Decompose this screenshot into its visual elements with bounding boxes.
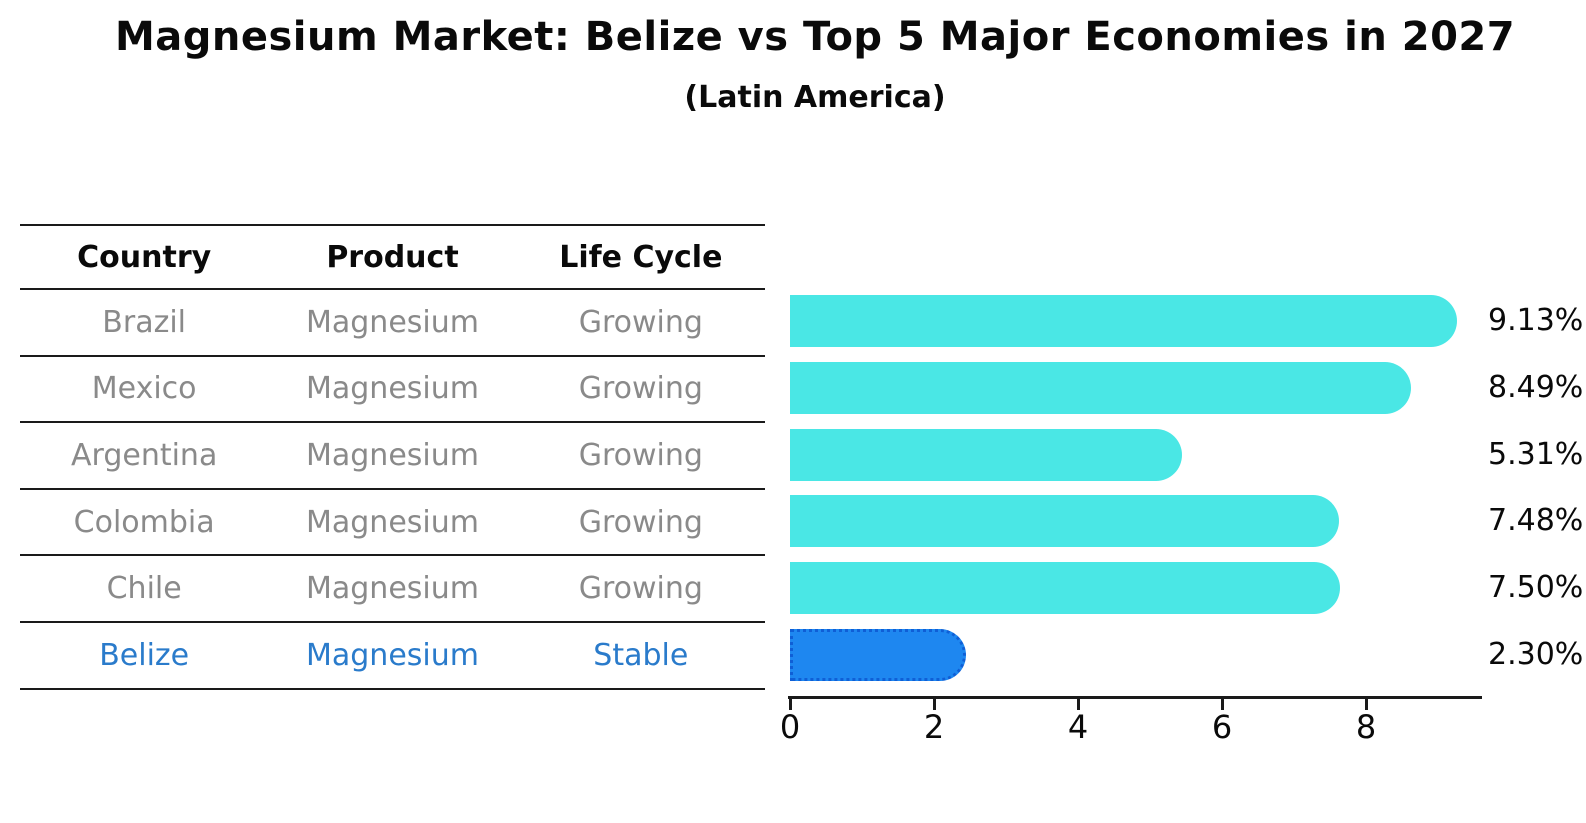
bar-brazil <box>790 295 1458 348</box>
country-cell: Chile <box>106 571 182 607</box>
bar-colombia <box>790 495 1339 548</box>
product-cell: Magnesium <box>306 504 479 540</box>
country-cell: Argentina <box>70 437 218 473</box>
table-header-row: Country Product Life Cycle <box>20 224 765 290</box>
x-axis-line <box>788 696 1482 699</box>
x-axis-tick-label: 2 <box>923 708 945 746</box>
country-cell: Colombia <box>73 504 215 540</box>
table-row: Brazil Magnesium Growing <box>20 290 765 357</box>
x-axis-tick-label: 4 <box>1067 708 1089 746</box>
table-row: Chile Magnesium Growing <box>20 556 765 623</box>
lifecycle-cell: Growing <box>578 504 703 540</box>
bar-mexico <box>790 362 1412 414</box>
bar-argentina <box>790 428 1183 481</box>
country-cell: Mexico <box>91 371 197 407</box>
bar-value-label: 7.50% <box>1488 570 1584 605</box>
bar-value-label: 5.31% <box>1488 436 1584 472</box>
x-axis-tick <box>1364 699 1368 710</box>
x-axis-tick <box>1076 699 1080 710</box>
chart-subtitle: (Latin America) <box>684 80 946 115</box>
x-axis-tick-label: 6 <box>1211 708 1233 746</box>
product-cell: Magnesium <box>306 371 479 407</box>
country-cell: Brazil <box>102 304 187 340</box>
chart-title: Magnesium Market: Belize vs Top 5 Major … <box>114 14 1516 60</box>
x-axis-tick <box>1220 699 1224 710</box>
bar-value-label: 7.48% <box>1488 503 1584 539</box>
lifecycle-cell: Growing <box>578 371 703 407</box>
table-row: Colombia Magnesium Growing <box>20 490 765 557</box>
country-table: Country Product Life Cycle Brazil Magnesi… <box>20 224 765 690</box>
table-header-lifecycle: Life Cycle <box>559 239 723 275</box>
bar-chile <box>790 562 1340 614</box>
product-cell: Magnesium <box>306 637 479 673</box>
bar-highlight-belize <box>790 628 966 681</box>
x-axis-tick-label: 0 <box>779 708 801 746</box>
lifecycle-cell: Growing <box>578 304 703 340</box>
table-row: Belize Magnesium Stable <box>20 623 765 690</box>
product-cell: Magnesium <box>306 437 479 473</box>
x-axis-tick <box>932 699 936 710</box>
lifecycle-cell: Stable <box>593 637 689 673</box>
bar-value-label: 8.49% <box>1488 370 1584 405</box>
table-row: Mexico Magnesium Growing <box>20 357 765 424</box>
x-axis-tick-label: 8 <box>1355 708 1377 746</box>
bar-value-label: 2.30% <box>1488 636 1584 672</box>
product-cell: Magnesium <box>306 571 479 607</box>
product-cell: Magnesium <box>306 304 479 340</box>
lifecycle-cell: Growing <box>578 437 703 473</box>
x-axis-tick <box>788 699 792 710</box>
table-header-product: Product <box>326 239 459 275</box>
table-header-country: Country <box>77 239 212 275</box>
country-cell: Belize <box>99 637 190 673</box>
table-row: Argentina Magnesium Growing <box>20 423 765 490</box>
bar-value-label: 9.13% <box>1488 303 1584 339</box>
table-body: Brazil Magnesium Growing Mexico Magnesium Gro… <box>20 290 765 690</box>
lifecycle-cell: Growing <box>578 571 703 607</box>
